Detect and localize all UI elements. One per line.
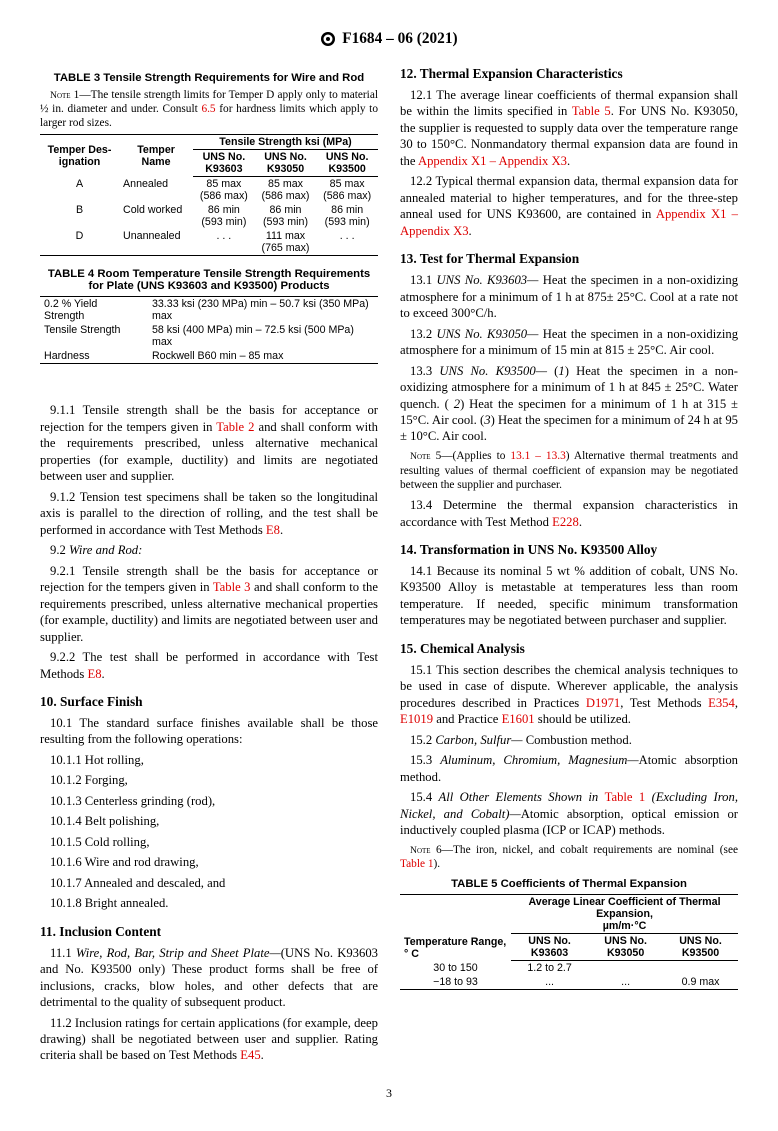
link-e1019[interactable]: E1019 [400, 712, 433, 726]
p1016: 10.1.6 Wire and rod drawing, [40, 854, 378, 870]
doc-header: F1684 – 06 (2021) [40, 30, 738, 48]
p121: 12.1 The average linear coefficients of … [400, 87, 738, 169]
t5-h-tr: Temperature Range,° C [400, 895, 511, 961]
p141: 14.1 Because its nominal 5 wt % addition… [400, 563, 738, 629]
table5-title: TABLE 5 Coefficients of Thermal Expansio… [400, 878, 738, 890]
p151: 15.1 This section describes the chemical… [400, 662, 738, 728]
table-cell: 86 min(593 min) [193, 203, 255, 229]
table-cell: 111 max(765 max) [255, 229, 317, 256]
left-column: TABLE 3 Tensile Strength Requirements fo… [40, 66, 378, 1068]
table3: Temper Des-ignation TemperName Tensile S… [40, 134, 378, 256]
link-table3[interactable]: Table 3 [213, 580, 251, 594]
link-6-5[interactable]: 6.5 [201, 103, 215, 115]
p922: 9.2.2 The test shall be performed in acc… [40, 649, 378, 682]
p911: 9.1.1 Tensile strength shall be the basi… [40, 402, 378, 484]
note5: Note 5—(Applies to 13.1 – 13.3) Alternat… [400, 449, 738, 493]
table-cell: 86 min(593 min) [316, 203, 378, 229]
p112: 11.2 Inclusion ratings for certain appli… [40, 1015, 378, 1064]
s14: 14. Transformation in UNS No. K93500 All… [400, 542, 738, 558]
t3-h-ts: Tensile Strength ksi (MPa) [193, 135, 378, 150]
s10: 10. Surface Finish [40, 694, 378, 710]
t3-h-u2: UNS No.K93050 [255, 150, 317, 177]
p132: 13.2 UNS No. K93050— Heat the specimen i… [400, 326, 738, 359]
s12: 12. Thermal Expansion Characteristics [400, 66, 738, 82]
table-cell: 85 max(586 max) [255, 177, 317, 204]
p1015: 10.1.5 Cold rolling, [40, 834, 378, 850]
table-cell: Cold worked [119, 203, 193, 229]
p1011: 10.1.1 Hot rolling, [40, 752, 378, 768]
link-table5-1[interactable]: Table 5 [572, 104, 611, 118]
page-number: 3 [40, 1086, 738, 1101]
table-cell: . . . [316, 229, 378, 256]
table4-title: TABLE 4 Room Temperature Tensile Strengt… [40, 268, 378, 292]
table-cell: 86 min(593 min) [255, 203, 317, 229]
p133: 13.3 UNS No. K93500— (1) Heat the specim… [400, 363, 738, 445]
t3-h-tn: TemperName [119, 135, 193, 177]
p1014: 10.1.4 Belt polishing, [40, 813, 378, 829]
p92: 9.2 Wire and Rod: [40, 542, 378, 558]
p152: 15.2 Carbon, Sulfur— Combustion method. [400, 732, 738, 748]
t3-h-u1: UNS No.K93603 [193, 150, 255, 177]
p1017: 10.1.7 Annealed and descaled, and [40, 875, 378, 891]
p134: 13.4 Determine the thermal expansion cha… [400, 497, 738, 530]
note6: Note 6—The iron, nickel, and cobalt requ… [400, 843, 738, 872]
link-e1601[interactable]: E1601 [502, 712, 535, 726]
table-cell: B [40, 203, 119, 229]
p153: 15.3 Aluminum, Chromium, Magnesium—Atomi… [400, 752, 738, 785]
link-e8-1[interactable]: E8 [266, 523, 280, 537]
s11: 11. Inclusion Content [40, 924, 378, 940]
p1013: 10.1.3 Centerless grinding (rod), [40, 793, 378, 809]
table5: Temperature Range,° C Average Linear Coe… [400, 894, 738, 990]
p1012: 10.1.2 Forging, [40, 772, 378, 788]
table-cell: Annealed [119, 177, 193, 204]
table-cell: A [40, 177, 119, 204]
p111: 11.1 Wire, Rod, Bar, Strip and Sheet Pla… [40, 945, 378, 1011]
p912: 9.1.2 Tension test specimens shall be ta… [40, 489, 378, 538]
table4: 0.2 % Yield Strength33.33 ksi (230 MPa) … [40, 296, 378, 364]
p131: 13.1 UNS No. K93603— Heat the specimen i… [400, 272, 738, 321]
table-cell: . . . [193, 229, 255, 256]
link-table1-1[interactable]: Table 1 [605, 790, 646, 804]
t3-h-u3: UNS No.K93500 [316, 150, 378, 177]
link-e8-2[interactable]: E8 [87, 667, 101, 681]
p1018: 10.1.8 Bright annealed. [40, 895, 378, 911]
link-e354[interactable]: E354 [708, 696, 735, 710]
t5-h-span: Average Linear Coefficient of Thermal Ex… [511, 895, 738, 934]
s15: 15. Chemical Analysis [400, 641, 738, 657]
table-cell: D [40, 229, 119, 256]
p101: 10.1 The standard surface finishes avail… [40, 715, 378, 748]
table3-title: TABLE 3 Tensile Strength Requirements fo… [40, 72, 378, 84]
s13: 13. Test for Thermal Expansion [400, 251, 738, 267]
link-e45[interactable]: E45 [240, 1048, 260, 1062]
link-table1-2[interactable]: Table 1 [400, 858, 434, 870]
link-13-1-3[interactable]: 13.1 – 13.3 [510, 450, 565, 462]
p921: 9.2.1 Tensile strength shall be the basi… [40, 563, 378, 645]
link-appendix-1[interactable]: Appendix X1 – Appendix X3 [418, 154, 567, 168]
table-cell: 85 max(586 max) [193, 177, 255, 204]
link-e228[interactable]: E228 [552, 515, 579, 529]
table-cell: Unannealed [119, 229, 193, 256]
table3-note: Note 1—The tensile strength limits for T… [40, 88, 378, 130]
link-d1971[interactable]: D1971 [586, 696, 620, 710]
link-table2[interactable]: Table 2 [216, 420, 254, 434]
p154: 15.4 All Other Elements Shown in Table 1… [400, 789, 738, 838]
astm-logo-icon [320, 31, 336, 47]
t3-body: AAnnealed85 max(586 max)85 max(586 max)8… [40, 177, 378, 256]
p122: 12.2 Typical thermal expansion data, the… [400, 173, 738, 239]
table-cell: 85 max(586 max) [316, 177, 378, 204]
designation: F1684 – 06 (2021) [342, 30, 457, 47]
right-column: 12. Thermal Expansion Characteristics 12… [400, 66, 738, 1068]
t3-h-td: Temper Des-ignation [40, 135, 119, 177]
